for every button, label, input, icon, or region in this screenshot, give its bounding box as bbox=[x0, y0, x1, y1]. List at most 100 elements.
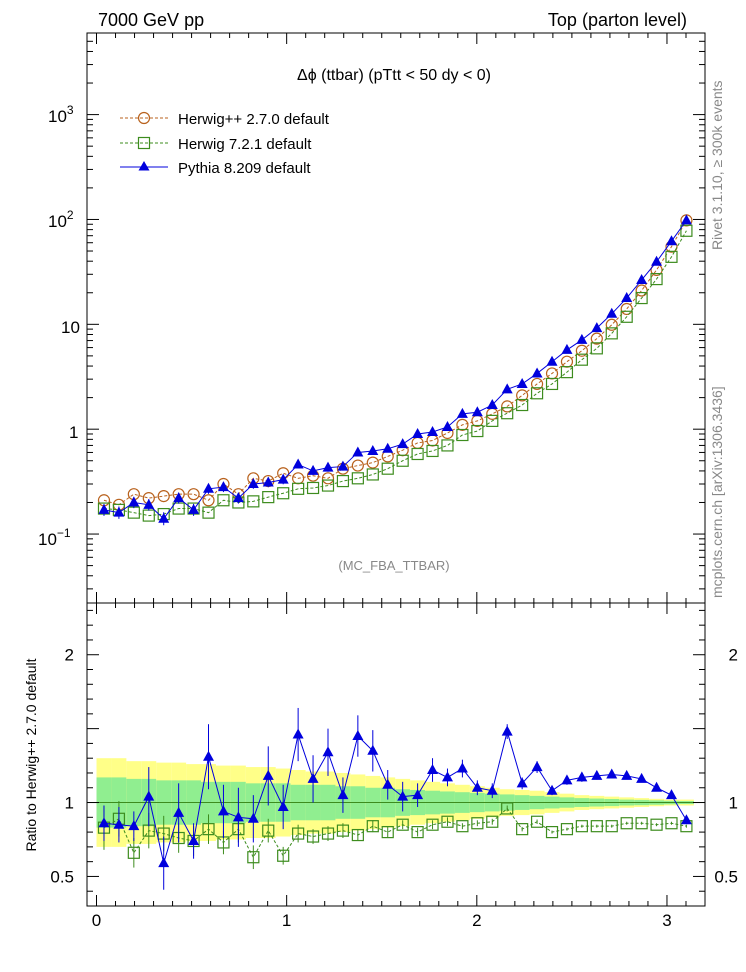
main-point-herwig7 bbox=[396, 454, 409, 467]
main-point-pythia bbox=[456, 407, 468, 418]
ratio-point-herwig7 bbox=[381, 825, 394, 839]
ratio-ytick-label-right: 2 bbox=[729, 646, 738, 665]
main-point-pythia bbox=[98, 503, 110, 514]
ratio-point-pythia bbox=[262, 769, 274, 780]
ratio-point-pythia bbox=[651, 781, 663, 792]
main-point-herwig7 bbox=[486, 414, 499, 427]
main-point-pythia bbox=[232, 492, 244, 503]
main-point-herwigpp bbox=[635, 284, 648, 297]
ratio-point-herwig7 bbox=[441, 815, 454, 828]
ratio-point-herwig7 bbox=[247, 851, 260, 864]
ytick-label-1e3: 103 bbox=[48, 103, 74, 126]
ratio-point-pythia bbox=[427, 764, 439, 775]
ratio-point-pythia bbox=[128, 820, 140, 831]
main-point-herwig7 bbox=[351, 472, 364, 485]
ratio-point-pythia bbox=[367, 744, 379, 755]
main-point-herwig7 bbox=[650, 272, 663, 286]
ratio-point-herwig7 bbox=[590, 820, 603, 833]
main-point-pythia bbox=[367, 444, 379, 455]
main-point-herwig7 bbox=[202, 506, 215, 519]
main-point-herwigpp bbox=[516, 389, 529, 402]
main-point-herwigpp bbox=[620, 302, 633, 316]
x-tick-labels: 0 1 2 3 bbox=[92, 911, 672, 930]
main-point-herwig7 bbox=[306, 481, 320, 495]
ytick-label-1e2: 102 bbox=[48, 208, 74, 231]
ratio-point-pythia bbox=[576, 771, 588, 782]
ratio-point-herwig7 bbox=[396, 818, 409, 831]
ratio-ytick-label: 1 bbox=[65, 794, 74, 813]
main-point-pythia bbox=[397, 438, 409, 449]
main-point-pythia bbox=[337, 460, 349, 471]
main-point-pythia bbox=[546, 355, 558, 366]
ratio-point-pythia bbox=[486, 784, 498, 795]
ratio-point-pythia bbox=[188, 834, 200, 845]
main-point-herwig7 bbox=[456, 428, 469, 442]
main-point-pythia bbox=[382, 442, 394, 453]
main-point-pythia bbox=[636, 273, 648, 284]
main-point-herwig7 bbox=[605, 327, 618, 340]
main-point-herwigpp bbox=[560, 355, 574, 368]
ratio-point-pythia bbox=[158, 857, 170, 868]
ratio-point-herwig7 bbox=[366, 820, 379, 833]
main-point-herwigpp bbox=[351, 459, 364, 472]
main-point-pythia bbox=[561, 343, 573, 354]
main-point-herwig7 bbox=[277, 487, 290, 500]
main-point-pythia bbox=[158, 512, 170, 523]
main-point-herwig7 bbox=[247, 495, 260, 508]
main-point-pythia bbox=[427, 426, 439, 437]
ratio-point-herwig7 bbox=[306, 830, 320, 843]
main-point-pythia bbox=[412, 427, 424, 438]
header-energy-label: 7000 GeV pp bbox=[98, 10, 204, 30]
main-point-herwig7 bbox=[545, 377, 559, 391]
ratio-series-pythia bbox=[98, 707, 692, 890]
main-line-herwigpp bbox=[103, 220, 687, 506]
main-point-herwigpp bbox=[590, 332, 603, 345]
main-point-herwigpp bbox=[486, 407, 499, 420]
ytick-label-10: 10 bbox=[61, 318, 80, 337]
main-point-pythia bbox=[247, 478, 259, 489]
main-point-pythia bbox=[606, 307, 618, 318]
legend-label-herwig7: Herwig 7.2.1 default bbox=[178, 136, 312, 153]
ratio-point-herwig7 bbox=[516, 823, 529, 836]
main-point-herwig7 bbox=[560, 366, 574, 379]
legend-label-herwigpp: Herwig++ 2.7.0 default bbox=[178, 111, 330, 128]
rivet-label: Rivet 3.1.10, ≥ 300k events bbox=[709, 80, 725, 250]
main-point-herwig7 bbox=[590, 342, 603, 355]
main-series-herwig7 bbox=[97, 224, 693, 522]
main-point-herwig7 bbox=[411, 447, 424, 461]
ratio-point-herwig7 bbox=[351, 828, 364, 842]
ratio-ytick-label-right: 0.5 bbox=[714, 867, 738, 886]
ratio-point-herwig7 bbox=[292, 827, 305, 840]
main-point-herwigpp bbox=[321, 472, 335, 485]
main-point-herwigpp bbox=[605, 318, 618, 331]
ratio-point-pythia bbox=[471, 781, 483, 792]
ratio-point-herwig7 bbox=[321, 827, 335, 840]
ratio-line-pythia bbox=[103, 729, 687, 866]
ratio-ytick-label: 2 bbox=[65, 646, 74, 665]
ratio-point-pythia bbox=[292, 728, 304, 739]
ratio-point-herwig7 bbox=[127, 846, 140, 859]
ratio-point-pythia bbox=[546, 784, 558, 795]
ratio-point-pythia bbox=[516, 777, 528, 788]
ratio-point-pythia bbox=[203, 750, 215, 761]
main-point-pythia bbox=[501, 383, 513, 394]
main-point-herwig7 bbox=[516, 398, 529, 412]
main-point-herwig7 bbox=[501, 407, 514, 420]
analysis-id-label: (MC_FBA_TTBAR) bbox=[338, 558, 449, 573]
ratio-point-pythia bbox=[322, 746, 334, 757]
ratio-point-pythia bbox=[456, 762, 468, 773]
main-point-pythia bbox=[486, 399, 498, 410]
ratio-point-herwig7 bbox=[605, 820, 618, 833]
main-point-herwig7 bbox=[292, 482, 305, 495]
main-line-pythia bbox=[103, 220, 687, 520]
main-series-layer bbox=[97, 214, 693, 526]
ratio-point-pythia bbox=[531, 761, 543, 772]
ratio-point-herwig7 bbox=[560, 823, 574, 836]
main-point-pythia bbox=[307, 464, 319, 475]
legend-label-pythia: Pythia 8.209 default bbox=[178, 160, 311, 177]
ratio-point-pythia bbox=[561, 774, 573, 785]
plot-title: Δϕ (ttbar) (pTtt < 50 dy < 0) bbox=[297, 67, 491, 84]
ratio-point-herwig7 bbox=[262, 824, 275, 837]
main-point-herwigpp bbox=[456, 418, 469, 431]
main-point-pythia bbox=[352, 446, 364, 457]
